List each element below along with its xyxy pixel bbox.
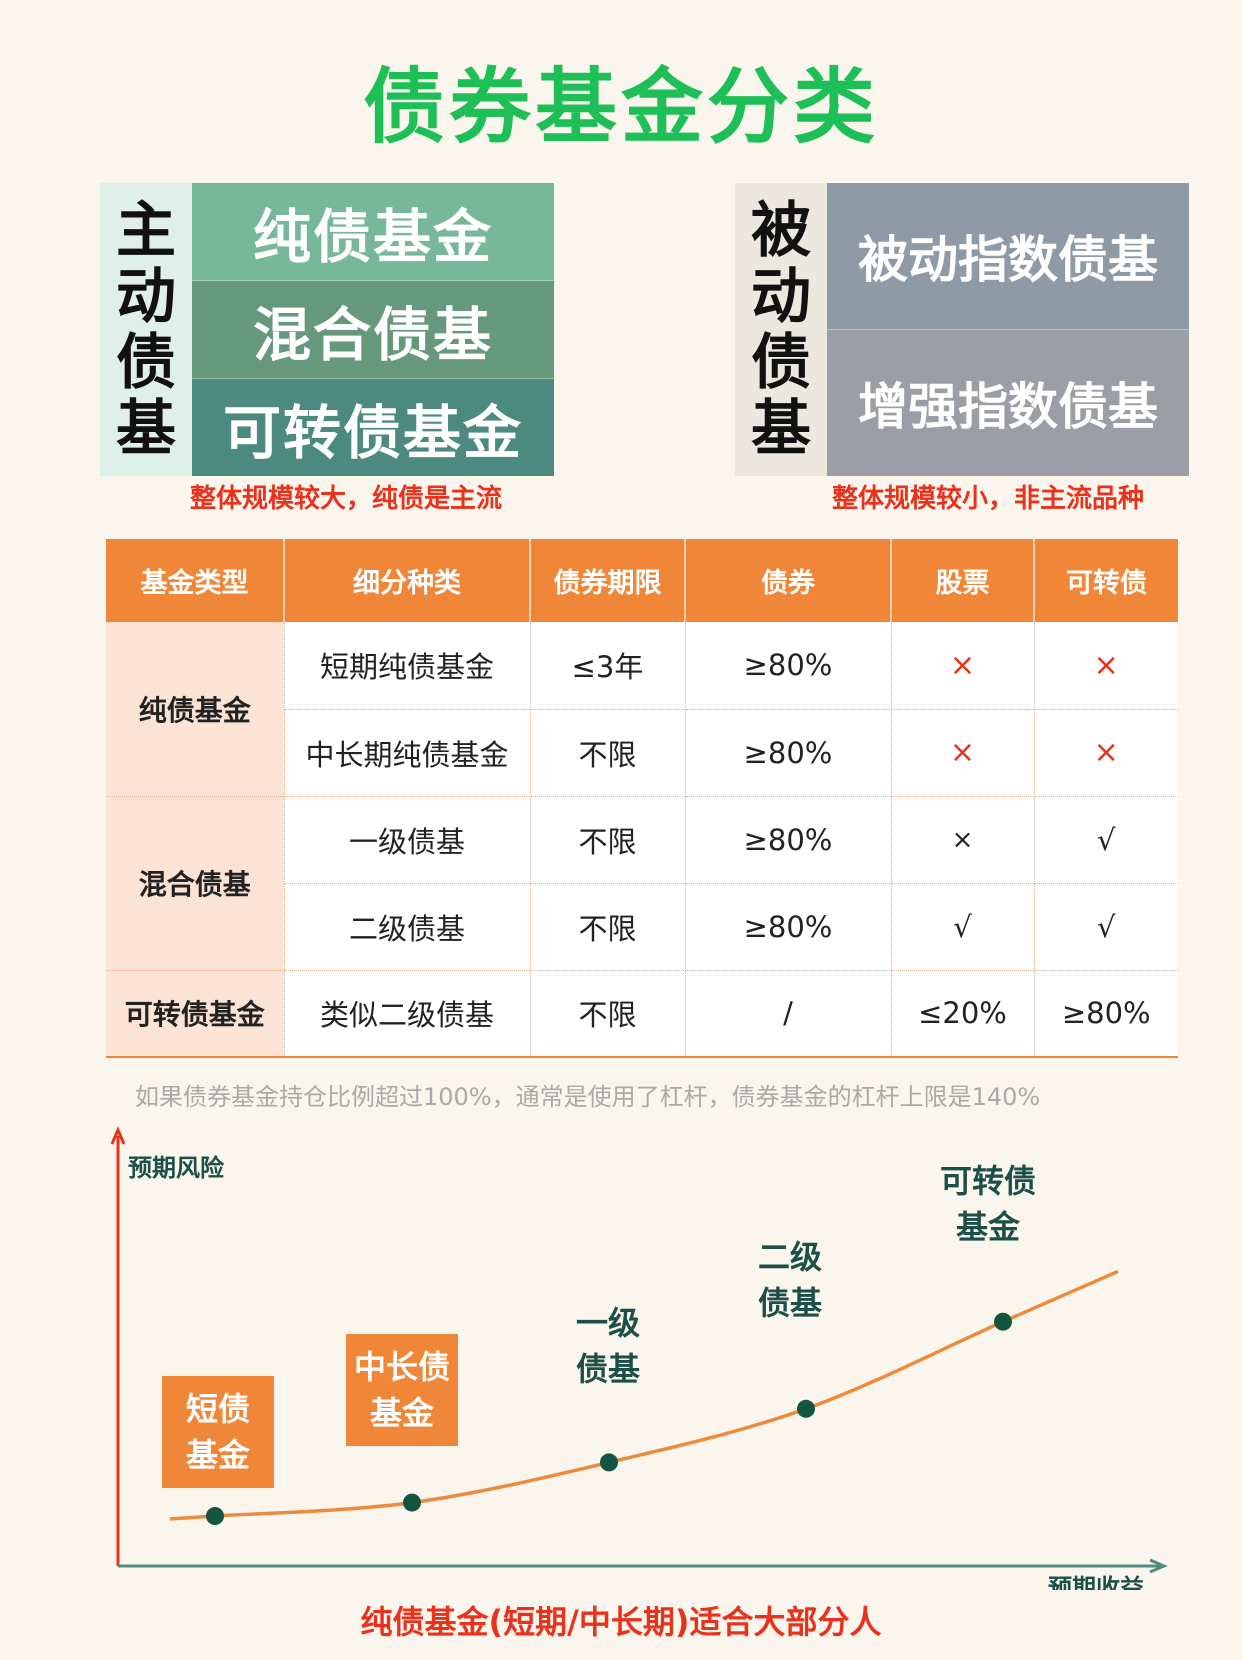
cell-convertible: ≥80%	[1034, 970, 1178, 1058]
cell-bond: /	[685, 970, 892, 1058]
point-label-box	[162, 1376, 274, 1488]
active-item-pure: 纯债基金	[192, 183, 554, 281]
cell-bond: ≥80%	[685, 883, 892, 971]
header-bond-term: 债券期限	[530, 539, 686, 622]
fund-comparison-table: 基金类型 细分种类 债券期限 债券 股票 可转债 纯债基金 短期纯债基金 ≤3年…	[106, 539, 1178, 1058]
cell-convertible: √	[1034, 883, 1178, 971]
passive-label-char: 动	[751, 261, 811, 332]
x-axis-label: 预期收益	[1048, 1574, 1144, 1590]
active-item-mixed: 混合债基	[192, 281, 554, 379]
passive-label-char: 基	[751, 393, 811, 464]
data-point	[994, 1312, 1012, 1331]
passive-label-char: 债	[751, 327, 811, 398]
bottom-slogan: 纯债基金(短期/中长期)适合大部分人	[360, 1603, 882, 1641]
cell-bond: ≥80%	[685, 796, 892, 884]
point-label-text: 短债	[186, 1390, 250, 1428]
data-point	[403, 1493, 421, 1512]
cell-stock: ×	[891, 622, 1035, 710]
leverage-footnote: 如果债券基金持仓比例超过100%，通常是使用了杠杆，债券基金的杠杆上限是140%	[135, 1083, 1041, 1111]
cell-stock: ×	[891, 796, 1035, 884]
page-title: 债券基金分类	[362, 60, 879, 155]
passive-item-enhanced: 增强指数债基	[827, 330, 1189, 476]
header-bond: 债券	[685, 539, 892, 622]
risk-curve	[169, 1269, 1119, 1521]
cell-subtype: 短期纯债基金	[284, 622, 531, 710]
cell-subtype: 类似二级债基	[284, 970, 531, 1058]
group-cell-mixed: 混合债基	[106, 796, 285, 971]
active-vertical-label: 主 动 债 基	[100, 183, 192, 476]
passive-label-char: 被	[751, 195, 811, 266]
cell-subtype: 一级债基	[284, 796, 531, 884]
active-bond-panel: 主 动 债 基 纯债基金 混合债基 可转债基金	[100, 183, 554, 476]
y-axis-arrow	[110, 1126, 126, 1145]
data-point	[797, 1399, 815, 1418]
table-row: 二级债基 不限 ≥80% √ √	[106, 883, 1178, 971]
table-row: 纯债基金 短期纯债基金 ≤3年 ≥80% × ×	[106, 622, 1178, 797]
table-row: 中长期纯债基金 不限 ≥80% × ×	[106, 709, 1178, 797]
active-label-char: 基	[116, 393, 176, 464]
cell-stock: √	[891, 883, 1035, 971]
point-label-text: 债基	[758, 1284, 822, 1322]
point-label-text: 基金	[186, 1436, 251, 1474]
cell-bond: ≥80%	[685, 622, 892, 710]
point-label-text: 中长债	[354, 1348, 450, 1386]
point-label-text: 基金	[370, 1394, 435, 1432]
active-item-convertible: 可转债基金	[192, 379, 554, 476]
data-point	[600, 1453, 618, 1472]
group-cell-convertible: 可转债基金	[106, 970, 285, 1058]
cell-term: 不限	[530, 883, 686, 971]
passive-item-index: 被动指数债基	[827, 183, 1189, 330]
group-cell-pure: 纯债基金	[106, 622, 285, 797]
passive-bond-panel: 被 动 债 基 被动指数债基 增强指数债基	[735, 183, 1189, 476]
active-label-char: 债	[116, 327, 176, 398]
header-convertible: 可转债	[1034, 539, 1178, 622]
x-axis-arrow	[1149, 1558, 1168, 1574]
active-note: 整体规模较大，纯债是主流	[190, 484, 503, 514]
cell-term: 不限	[530, 709, 686, 797]
cell-stock: ≤20%	[891, 970, 1035, 1058]
point-label-text: 基金	[956, 1208, 1021, 1246]
cell-convertible: ×	[1034, 709, 1178, 797]
passive-note: 整体规模较小，非主流品种	[832, 484, 1145, 514]
active-label-char: 主	[116, 195, 176, 266]
table-row: 混合债基 一级债基 不限 ≥80% × √	[106, 796, 1178, 971]
data-point	[206, 1507, 224, 1525]
point-label-text: 二级	[758, 1238, 822, 1276]
point-label-text: 债基	[576, 1350, 640, 1388]
header-stock: 股票	[891, 539, 1035, 622]
point-label-text: 可转债	[940, 1162, 1036, 1200]
active-label-char: 动	[116, 261, 176, 332]
cell-stock: ×	[891, 709, 1035, 797]
cell-term: 不限	[530, 796, 686, 884]
cell-subtype: 二级债基	[284, 883, 531, 971]
cell-term: 不限	[530, 970, 686, 1058]
cell-convertible: ×	[1034, 622, 1178, 710]
cell-term: ≤3年	[530, 622, 686, 710]
cell-bond: ≥80%	[685, 709, 892, 797]
table-row: 可转债基金 类似二级债基 不限 / ≤20% ≥80%	[106, 970, 1178, 1058]
table-header-row: 基金类型 细分种类 债券期限 债券 股票 可转债	[106, 539, 1178, 622]
passive-vertical-label: 被 动 债 基	[735, 183, 827, 476]
header-fund-type: 基金类型	[106, 539, 285, 622]
y-axis-label: 预期风险	[128, 1154, 225, 1182]
header-subtype: 细分种类	[284, 539, 531, 622]
cell-subtype: 中长期纯债基金	[284, 709, 531, 797]
point-label-box	[346, 1334, 458, 1446]
cell-convertible: √	[1034, 796, 1178, 884]
point-label-text: 一级	[576, 1304, 640, 1342]
